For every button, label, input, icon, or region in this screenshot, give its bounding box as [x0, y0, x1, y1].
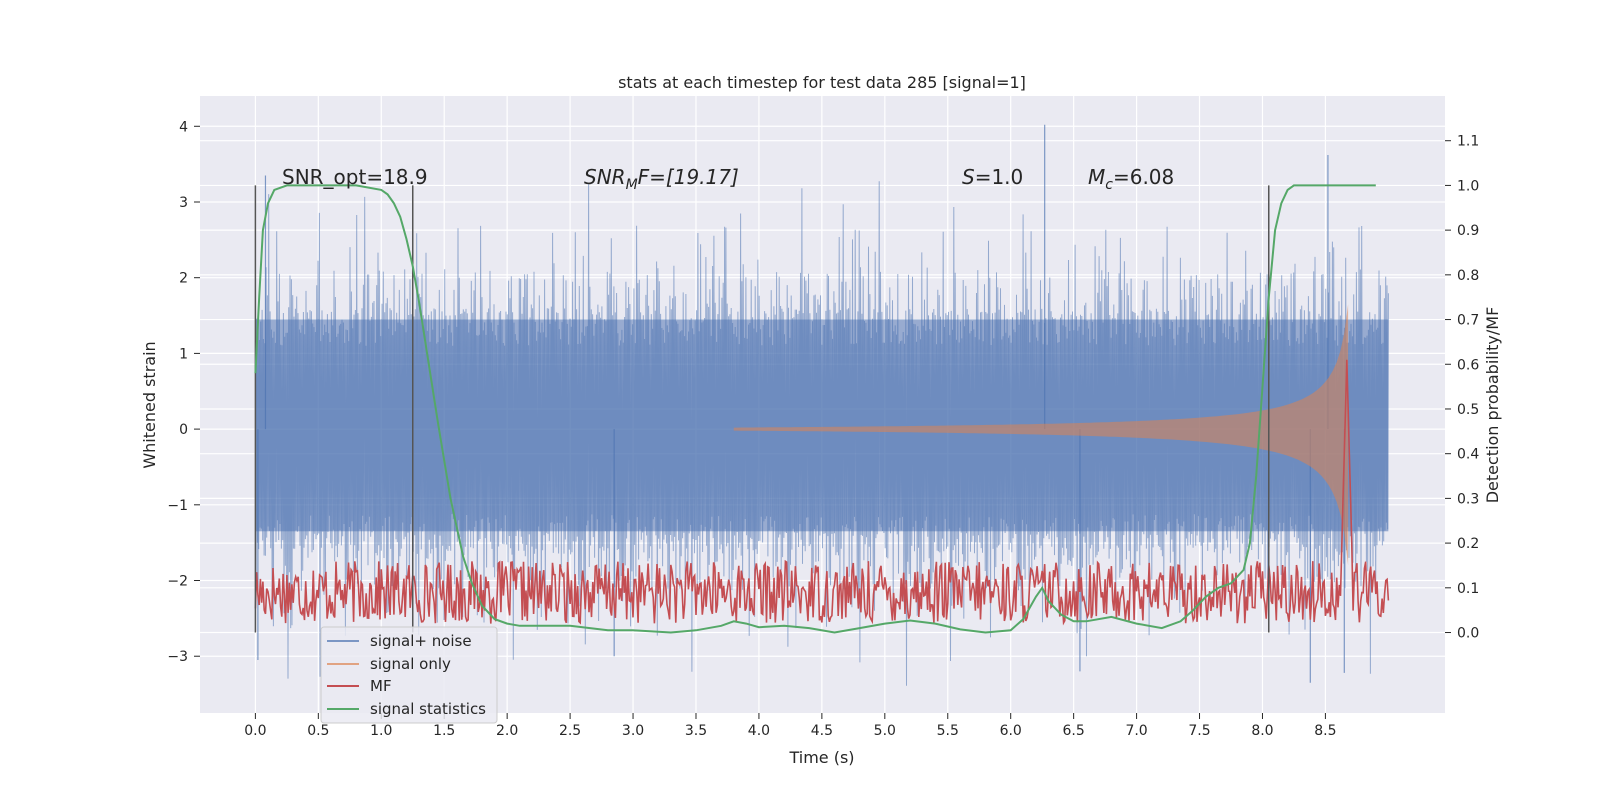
y-tick-label-6: 3 — [179, 195, 188, 211]
y-tick-label-2: −1 — [167, 498, 188, 514]
legend-label-signal-statistics: signal statistics — [370, 700, 486, 718]
y-right-tick-label-4: 0.4 — [1457, 447, 1479, 463]
y-right-tick-label-8: 0.8 — [1457, 268, 1479, 284]
y-right-tick-label-9: 0.9 — [1457, 223, 1479, 239]
vertical-markers — [254, 185, 1270, 633]
x-axis-label: Time (s) — [788, 748, 854, 767]
x-tick-label-14: 7.0 — [1125, 723, 1147, 739]
y-right-tick-label-5: 0.5 — [1457, 402, 1479, 418]
annotation-snr-mf: SNRMF=[19.17] — [584, 165, 739, 193]
signal-statistics-series — [254, 184, 1376, 634]
y-right-tick-label-11: 1.1 — [1457, 134, 1479, 150]
x-tick-label-13: 6.5 — [1063, 723, 1085, 739]
annotation-mc-prefix: M — [1088, 165, 1105, 189]
x-tick-label-9: 4.5 — [811, 723, 833, 739]
y-right-tick-label-6: 0.6 — [1457, 357, 1479, 373]
y-tick-label-7: 4 — [179, 119, 188, 135]
annotation-mc-value: =6.08 — [1113, 165, 1174, 189]
annotation-snr-mf-prefix: SNR — [584, 165, 626, 189]
x-tick-label-1: 0.5 — [307, 723, 329, 739]
x-tick-label-10: 5.0 — [874, 723, 896, 739]
x-tick-label-8: 4.0 — [748, 723, 770, 739]
legend-box — [320, 626, 498, 724]
y-tick-label-4: 1 — [179, 346, 188, 362]
x-tick-label-12: 6.0 — [1000, 723, 1022, 739]
annotation-s-prefix: S — [962, 165, 975, 189]
y-right-tick-label-7: 0.7 — [1457, 313, 1479, 329]
x-tick-label-3: 1.5 — [433, 723, 455, 739]
y-tick-label-1: −2 — [167, 574, 188, 590]
y-axis-ticks: −3 −2 −1 0 1 2 3 4 — [167, 119, 200, 665]
y-right-tick-label-0: 0.0 — [1457, 626, 1479, 642]
y-right-tick-label-1: 0.1 — [1457, 581, 1479, 597]
y-tick-label-5: 2 — [179, 271, 188, 287]
x-tick-label-6: 3.0 — [622, 723, 644, 739]
x-tick-label-17: 8.5 — [1314, 723, 1336, 739]
y-right-tick-label-3: 0.3 — [1457, 491, 1479, 507]
annotation-mc-sub: c — [1105, 177, 1113, 193]
noise-trace — [254, 181, 1389, 686]
y-tick-label-0: −3 — [167, 649, 188, 665]
legend-label-signal-only: signal only — [370, 655, 451, 673]
y-axis-right-ticks: 0.0 0.1 0.2 0.3 0.4 0.5 0.6 0.7 0.8 0.9 1.0 1.1 — [1445, 134, 1479, 642]
x-tick-label-11: 5.5 — [937, 723, 959, 739]
annotation-s-value: =1.0 — [975, 165, 1024, 189]
y-tick-label-3: 0 — [179, 422, 188, 438]
annotation-snr-mf-sub: M — [626, 177, 638, 193]
x-axis-ticks: 0.0 0.5 1.0 1.5 2.0 2.5 3.0 3.5 4.0 4.5 5.0 5.5 6.0 6… — [244, 713, 1337, 739]
y-axis-label: Whitened strain — [140, 341, 159, 468]
signal-only-series — [733, 304, 1349, 566]
annotation-snr-opt: SNR_opt=18.9 — [282, 165, 428, 189]
legend: signal+ noise signal only MF signal stat… — [320, 626, 498, 724]
signal-statistics-trace — [254, 184, 1376, 634]
x-tick-label-7: 3.5 — [685, 723, 707, 739]
x-tick-label-16: 8.0 — [1251, 723, 1273, 739]
y-axis-right-label: Detection probability/MF — [1483, 307, 1502, 504]
chart-title: stats at each timestep for test data 285… — [618, 73, 1026, 92]
signal-envelope — [733, 304, 1349, 566]
y-right-tick-label-10: 1.0 — [1457, 178, 1479, 194]
annotation-s: S=1.0 — [962, 165, 1023, 189]
legend-label-mf: MF — [370, 677, 392, 695]
x-tick-label-4: 2.0 — [496, 723, 518, 739]
x-tick-label-2: 1.0 — [370, 723, 392, 739]
x-tick-label-15: 7.5 — [1188, 723, 1210, 739]
x-tick-label-5: 2.5 — [559, 723, 581, 739]
annotation-snr-mf-suffix: F=[19.17] — [638, 165, 739, 189]
mf-trace — [254, 359, 1390, 626]
mf-series — [254, 359, 1390, 626]
legend-label-signal-noise: signal+ noise — [370, 632, 472, 650]
y-right-tick-label-2: 0.2 — [1457, 536, 1479, 552]
x-tick-label-0: 0.0 — [244, 723, 266, 739]
annotation-mc: Mc=6.08 — [1088, 165, 1174, 193]
